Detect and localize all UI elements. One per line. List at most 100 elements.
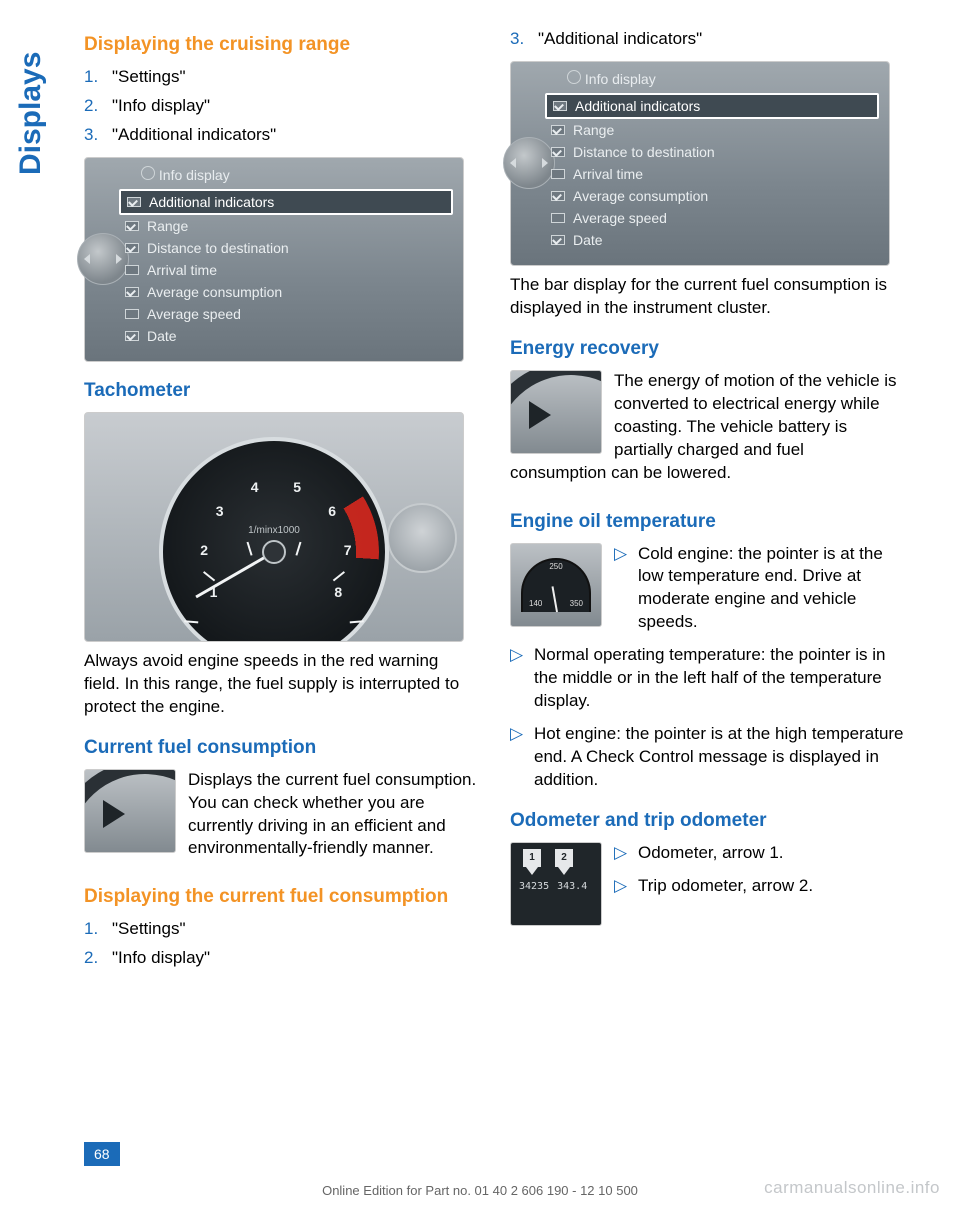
step-number: 2. <box>84 947 102 970</box>
oil-temp-gauge-thumbnail: 140 250 350 <box>510 543 602 627</box>
numbered-step: 1. "Settings" <box>84 918 478 941</box>
numbered-step: 1. "Settings" <box>84 66 478 89</box>
bullet-text: Odometer, arrow 1. <box>638 842 784 865</box>
bullet-text: Trip odometer, arrow 2. <box>638 875 813 898</box>
menu-item: Date <box>119 325 453 347</box>
heading-display-current-fuel: Displaying the current fuel consumption <box>84 886 478 908</box>
checkbox-icon <box>125 221 139 231</box>
bullet-text: Normal operating temperature: the pointe… <box>534 644 904 713</box>
gauge-icon <box>567 70 581 84</box>
bar-display-description: The bar display for the current fuel con… <box>510 274 904 320</box>
page-number: 68 <box>84 1142 120 1166</box>
checkbox-icon <box>125 287 139 297</box>
step-text: "Info display" <box>112 947 210 970</box>
menu-item: Additional indicators <box>545 93 879 119</box>
step-text: "Settings" <box>112 918 186 941</box>
menu-item-label: Range <box>147 218 188 234</box>
bullet-icon: ▷ <box>510 723 524 792</box>
tacho-dial: 1/minx1000 12345678 <box>159 437 389 642</box>
step-number: 1. <box>84 66 102 89</box>
checkbox-icon <box>551 213 565 223</box>
menu-item: Range <box>545 119 879 141</box>
tacho-hub <box>262 540 286 564</box>
tacho-number: 6 <box>328 503 336 519</box>
heading-energy-recovery: Energy recovery <box>510 338 904 360</box>
heading-cruising-range: Displaying the cruising range <box>84 34 478 56</box>
tacho-number: 4 <box>251 479 259 495</box>
oil-temp-mid: 250 <box>549 562 562 571</box>
tacho-description: Always avoid engine speeds in the red wa… <box>84 650 478 719</box>
oil-temp-max: 350 <box>570 599 583 608</box>
bullet-icon: ▷ <box>510 644 524 713</box>
step-text: "Additional indicators" <box>112 124 276 147</box>
oil-temp-bullet: ▷Normal operating temperature: the point… <box>510 644 904 713</box>
oil-temp-bullet-hot: ▷ Hot engine: the pointer is at the high… <box>510 723 904 792</box>
numbered-step: 2."Info display" <box>84 95 478 118</box>
checkbox-icon <box>551 147 565 157</box>
tachometer-graphic: 1/minx1000 12345678 <box>84 412 464 642</box>
odometer-value: 34235 <box>519 881 549 892</box>
step-number: 1. <box>84 918 102 941</box>
checkbox-icon <box>127 197 141 207</box>
step-text: "Info display" <box>112 95 210 118</box>
tacho-number: 7 <box>344 542 352 558</box>
menu-item-label: Additional indicators <box>575 98 700 114</box>
menu-item: Range <box>119 215 453 237</box>
menu-item: Distance to destination <box>545 141 879 163</box>
checkbox-icon <box>125 331 139 341</box>
menu-item: Date <box>545 229 879 251</box>
odometer-thumbnail: 1 2 34235 343.4 <box>510 842 602 926</box>
checkbox-icon <box>551 125 565 135</box>
tacho-number: 5 <box>293 479 301 495</box>
energy-recovery-block: The energy of motion of the vehicle is c… <box>510 370 904 493</box>
menu-item-label: Arrival time <box>573 166 643 182</box>
tacho-number: 8 <box>334 584 342 600</box>
menu-item-label: Date <box>147 328 177 344</box>
checkbox-icon <box>551 235 565 245</box>
step-text: "Additional indicators" <box>538 28 702 51</box>
checkbox-icon <box>551 191 565 201</box>
odometer-block: 1 2 34235 343.4 ▷ Odometer, arrow 1. ▷Trip… <box>510 842 904 930</box>
info-display-menu-graphic: Info display Additional indicatorsRangeD… <box>84 157 464 362</box>
menu-title: Info display <box>159 167 230 183</box>
checkbox-icon <box>551 169 565 179</box>
odometer-bullet: ▷Trip odometer, arrow 2. <box>614 875 904 898</box>
steps-display-current-fuel-cont: 3. "Additional indicators" <box>510 28 904 51</box>
idrive-knob-icon <box>77 233 129 285</box>
steps-cruising-range: 1."Settings"2."Info display"3."Additiona… <box>84 66 478 147</box>
menu-item-label: Distance to destination <box>147 240 289 256</box>
menu-title: Info display <box>585 71 656 87</box>
arrow-2-icon: 2 <box>555 849 573 867</box>
numbered-step: 2. "Info display" <box>84 947 478 970</box>
menu-item-label: Average speed <box>147 306 241 322</box>
heading-engine-oil-temp: Engine oil temperature <box>510 511 904 533</box>
left-column: Displaying the cruising range 1. "Setting… <box>84 28 478 976</box>
step-number: 3. <box>510 28 528 51</box>
step-text: "Settings" <box>112 66 186 89</box>
numbered-step: 3. "Additional indicators" <box>510 28 904 51</box>
watermark-text: carmanualsonline.info <box>764 1178 940 1198</box>
arrow-1-icon: 1 <box>523 849 541 867</box>
current-fuel-block: Displays the current fuel consumption. Y… <box>84 769 478 869</box>
menu-item-label: Distance to destination <box>573 144 715 160</box>
menu-item-label: Range <box>573 122 614 138</box>
menu-item-label: Average speed <box>573 210 667 226</box>
tacho-number: 2 <box>200 542 208 558</box>
energy-recovery-thumbnail <box>510 370 602 454</box>
menu-item: Arrival time <box>545 163 879 185</box>
right-column: 3. "Additional indicators" Info display A… <box>510 28 904 976</box>
odometer-bullet: ▷ Odometer, arrow 1. <box>614 842 904 865</box>
trip-odometer-value: 343.4 <box>557 881 587 892</box>
heading-odometer: Odometer and trip odometer <box>510 810 904 832</box>
bullet-icon: ▷ <box>614 543 628 635</box>
checkbox-icon <box>553 101 567 111</box>
menu-item: Average consumption <box>119 281 453 303</box>
bullet-text: Cold engine: the pointer is at the low t… <box>638 543 904 635</box>
page-number-bar: 68 <box>84 1142 120 1166</box>
menu-item-label: Average consumption <box>573 188 708 204</box>
menu-item: Average speed <box>119 303 453 325</box>
menu-item: Distance to destination <box>119 237 453 259</box>
menu-item-label: Date <box>573 232 603 248</box>
menu-item-label: Average consumption <box>147 284 282 300</box>
bullet-icon: ▷ <box>614 842 628 865</box>
